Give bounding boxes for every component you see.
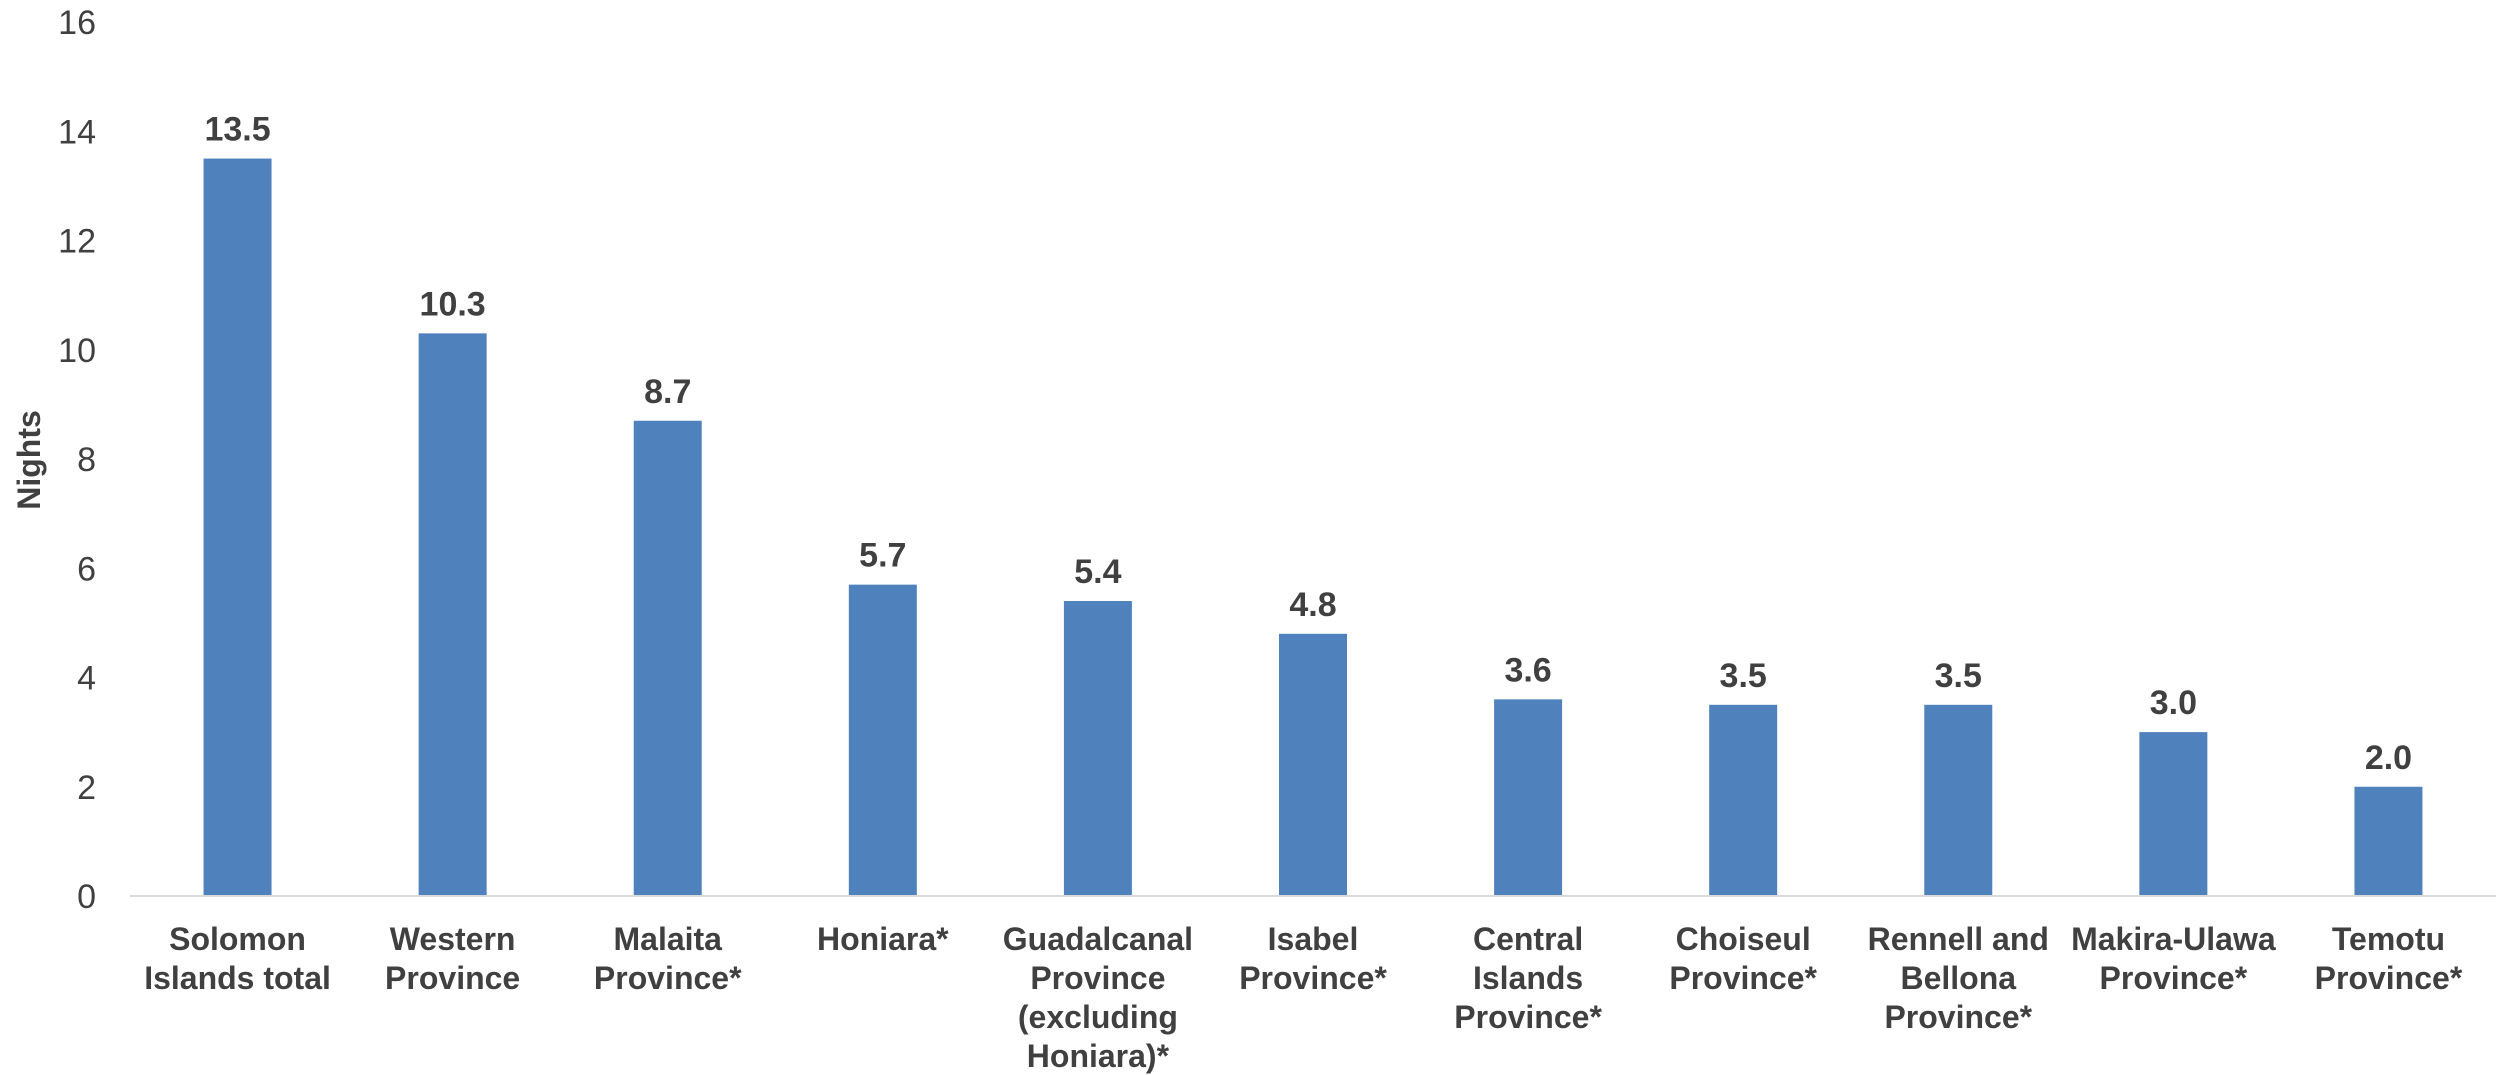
data-label: 5.7: [859, 537, 906, 575]
data-label: 8.7: [644, 373, 691, 411]
bar: [1494, 699, 1563, 896]
bar: [1709, 704, 1778, 896]
y-tick-label: 2: [77, 769, 96, 807]
y-tick-label: 6: [77, 550, 96, 588]
x-tick-label-line: Province*: [594, 960, 742, 996]
x-tick-label-line: Central: [1473, 921, 1583, 957]
x-tick-label-line: Province*: [2100, 960, 2248, 996]
bar: [2139, 732, 2208, 896]
bar: [203, 158, 272, 896]
x-tick-label-line: Makira-Ulawa: [2071, 921, 2276, 957]
bar: [633, 420, 702, 896]
y-tick-label: 10: [58, 332, 96, 370]
x-tick-label-line: Western: [390, 921, 516, 957]
x-tick-label: Isabel Province*: [1239, 921, 1387, 996]
data-label: 2.0: [2365, 739, 2412, 777]
x-tick-label-line: Province*: [1669, 960, 1817, 996]
bar: [1063, 601, 1132, 896]
x-tick-label-line: Solomon: [169, 921, 306, 957]
x-tick-label-line: Choiseul: [1676, 921, 1811, 957]
y-tick-label: 4: [77, 660, 96, 698]
x-tick-label: Central Islands Province*: [1454, 921, 1602, 1035]
y-tick-label: 8: [77, 441, 96, 479]
x-tick-label-line: Rennell and: [1868, 921, 2049, 957]
data-label: 5.4: [1074, 553, 1121, 591]
data-label: 3.0: [2150, 684, 2197, 722]
bar: [2354, 786, 2423, 896]
x-tick-label-line: Guadalcanal: [1003, 921, 1193, 957]
x-tick-label-line: Province*: [1239, 960, 1387, 996]
x-tick-label-line: Bellona: [1900, 960, 2016, 996]
data-label: 4.8: [1289, 586, 1336, 624]
bars: [203, 158, 2423, 896]
x-tick-label: Guadalcanal Province (excluding Honiara)*: [1003, 921, 1193, 1074]
x-tick-label: Temotu Province*: [2315, 921, 2463, 996]
x-tick-label-line: Province*: [1884, 999, 2032, 1035]
y-axis-title: Nights: [11, 410, 47, 510]
x-tick-label: Makira-Ulawa Province*: [2071, 921, 2276, 996]
bar: [1279, 633, 1347, 896]
bar: [418, 333, 487, 896]
x-tick-label: Malaita Province*: [594, 921, 742, 996]
x-tick-label-line: (excluding: [1018, 999, 1178, 1035]
bar: [1924, 704, 1993, 896]
x-tick-label-line: Isabel: [1268, 921, 1359, 957]
data-label: 3.6: [1504, 651, 1551, 689]
data-label: 3.5: [1935, 657, 1982, 695]
data-labels: 13.5 10.3 8.7 5.7 5.4 4.8 3.6 3.5 3.5 3.0 2.0: [204, 111, 2412, 777]
x-tick-label-line: Malaita: [613, 921, 722, 957]
x-tick-label: Western Province: [385, 921, 520, 996]
y-tick-label: 0: [77, 878, 96, 916]
x-tick-label-line: Temotu: [2332, 921, 2445, 957]
data-label: 3.5: [1720, 657, 1767, 695]
y-tick-label: 14: [58, 113, 96, 151]
x-tick-label-line: Province*: [1454, 999, 1602, 1035]
x-tick-label-line: Honiara*: [817, 921, 949, 957]
x-tick-label: Honiara*: [817, 921, 949, 957]
bar: [848, 584, 917, 896]
x-tick-label-line: Honiara)*: [1027, 1038, 1170, 1074]
data-label: 10.3: [420, 285, 486, 323]
data-label: 13.5: [204, 111, 270, 149]
x-tick-label-line: Islands total: [144, 960, 331, 996]
y-tick-label: 16: [58, 4, 96, 42]
y-tick-label: 12: [58, 223, 96, 261]
x-tick-label-line: Province: [385, 960, 520, 996]
x-tick-label: Solomon Islands total: [144, 921, 331, 996]
x-tick-label-line: Province: [1030, 960, 1165, 996]
x-tick-label-line: Islands: [1473, 960, 1583, 996]
x-tick-label: Choiseul Province*: [1669, 921, 1817, 996]
y-axis-ticks: 0 2 4 6 8 10 12 14 16: [58, 4, 96, 916]
x-tick-label: Rennell and Bellona Province*: [1868, 921, 2049, 1035]
x-tick-label-line: Province*: [2315, 960, 2463, 996]
